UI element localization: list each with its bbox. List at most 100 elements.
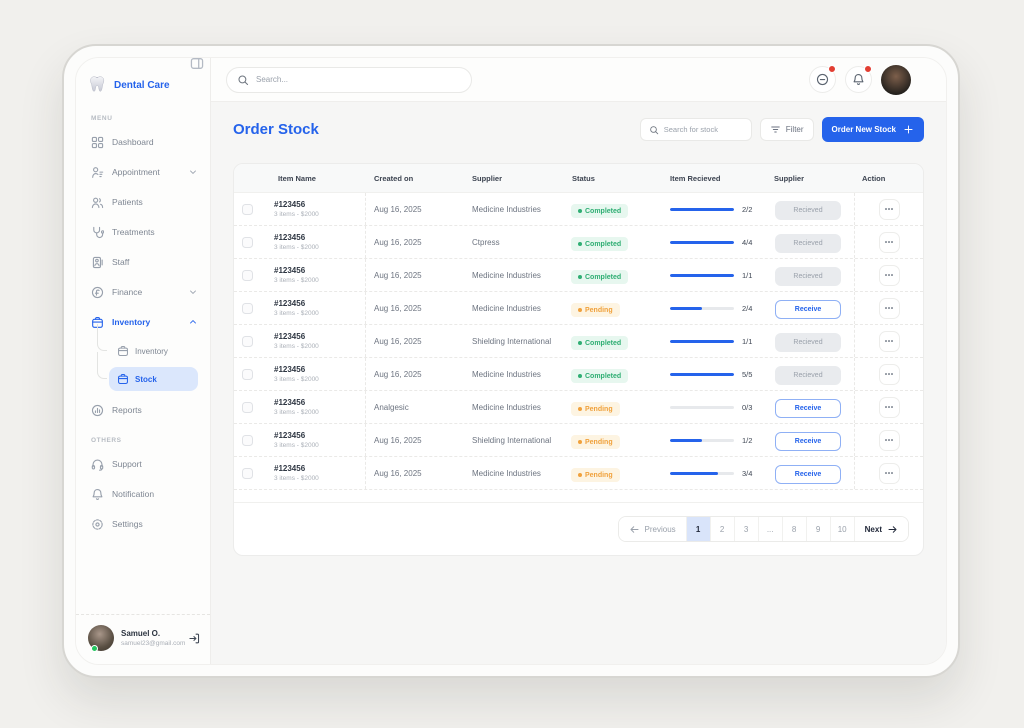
row-actions-button[interactable] — [878, 462, 900, 484]
sidebar-item-support[interactable]: Support — [76, 449, 210, 479]
profile-chevron-down-icon[interactable] — [920, 74, 931, 85]
table-row: #123456 3 items - $2000 Aug 16, 2025 Medici… — [234, 193, 923, 226]
pagination-page-9[interactable]: 9 — [805, 517, 830, 541]
pagination-page-2[interactable]: 2 — [709, 517, 734, 541]
receive-button[interactable]: Receive — [775, 299, 841, 319]
sidebar-user[interactable]: Samuel O. samuel23@gmail.com — [76, 614, 210, 664]
pagination-previous-button[interactable]: Previous — [618, 517, 686, 541]
sidebar-subitem-label: Inventory — [135, 346, 168, 356]
created-on: Aug 16, 2025 — [374, 237, 422, 247]
ellipsis-icon — [885, 340, 887, 342]
search-icon — [649, 125, 659, 135]
row-checkbox[interactable] — [242, 335, 253, 347]
row-checkbox[interactable] — [242, 434, 253, 446]
notifications-button[interactable] — [845, 65, 872, 93]
table-row: #123456 3 items - $2000 Aug 16, 2025 Medici… — [234, 292, 923, 325]
column-header-item-name: Item Name — [278, 173, 316, 183]
row-actions-button[interactable] — [878, 363, 900, 385]
sidebar-item-label: Inventory — [112, 317, 151, 327]
row-actions-button[interactable] — [878, 429, 900, 451]
row-checkbox[interactable] — [242, 302, 253, 314]
ellipsis-icon — [891, 373, 893, 375]
sidebar-item-appointment[interactable]: Appointment — [76, 157, 210, 187]
order-table-card: Item Name Created on Supplier Status Item Re… — [233, 163, 924, 556]
messages-button[interactable] — [809, 65, 836, 93]
sidebar-item-treatments[interactable]: Treatments — [76, 217, 210, 247]
filter-label: Filter — [785, 125, 804, 134]
receive-button[interactable]: Recieved — [775, 332, 841, 352]
filter-button[interactable]: Filter — [759, 118, 814, 141]
supplier: Shielding International — [472, 435, 552, 445]
stock-search[interactable] — [639, 118, 752, 141]
sidebar: Dental Care MENU Dashboard Appointment Pat… — [76, 58, 211, 664]
item-details: 3 items - $2000 — [274, 310, 319, 317]
receive-button[interactable]: Receive — [775, 431, 841, 451]
global-search-input[interactable] — [256, 75, 461, 84]
order-new-stock-button[interactable]: Order New Stock — [821, 117, 924, 142]
sidebar-item-staff[interactable]: Staff — [76, 247, 210, 277]
row-checkbox[interactable] — [242, 368, 253, 380]
sidebar-item-settings[interactable]: Settings — [76, 509, 210, 539]
sidebar-item-patients[interactable]: Patients — [76, 187, 210, 217]
progress-fill — [670, 471, 718, 475]
header-actions: Filter Order New Stock — [639, 117, 924, 142]
receive-button[interactable]: Recieved — [775, 266, 841, 286]
progress-bar — [670, 306, 734, 310]
pagination-page-3[interactable]: 3 — [733, 517, 758, 541]
supplier: Medicine Industries — [472, 270, 541, 280]
sidebar-item-notification[interactable]: Notification — [76, 479, 210, 509]
row-checkbox[interactable] — [242, 401, 253, 413]
sidebar-collapse-button[interactable] — [189, 58, 205, 71]
sidebar-item-label: Appointment — [112, 167, 160, 177]
status-dot-icon — [578, 473, 582, 477]
settings-icon — [91, 518, 104, 531]
profile-avatar[interactable] — [881, 64, 911, 95]
pagination-page-1[interactable]: 1 — [685, 517, 710, 541]
user-email: samuel23@gmail.com — [121, 640, 186, 647]
receive-button[interactable]: Receive — [775, 464, 841, 484]
row-checkbox[interactable] — [242, 203, 253, 215]
received-count: 2/4 — [742, 303, 753, 313]
progress-bar — [670, 405, 734, 409]
receive-button[interactable]: Recieved — [775, 365, 841, 385]
sidebar-item-reports[interactable]: Reports — [76, 395, 210, 425]
pagination-page-10[interactable]: 10 — [829, 517, 854, 541]
sidebar-item-finance[interactable]: Finance — [76, 277, 210, 307]
supplier: Shielding International — [472, 336, 552, 346]
row-actions-button[interactable] — [878, 396, 900, 418]
row-actions-button[interactable] — [878, 231, 900, 253]
pagination-next-button[interactable]: Next — [853, 517, 908, 541]
column-header-supplier: Supplier — [472, 173, 503, 183]
messages-badge — [828, 65, 836, 73]
progress-fill — [670, 372, 734, 376]
receive-button[interactable]: Receive — [775, 398, 841, 418]
brand: Dental Care — [76, 58, 210, 103]
finance-icon — [91, 286, 104, 299]
receive-button[interactable]: Recieved — [775, 200, 841, 220]
stock-search-input[interactable] — [663, 125, 743, 134]
row-actions-button[interactable] — [878, 264, 900, 286]
sidebar-subitem-inventory[interactable]: Inventory — [97, 324, 198, 365]
main-area: Order Stock Filter Order New — [211, 58, 946, 664]
sidebar-item-dashboard[interactable]: Dashboard — [76, 127, 210, 157]
row-checkbox[interactable] — [242, 269, 253, 281]
logout-icon[interactable] — [188, 632, 200, 645]
received-count: 1/2 — [742, 435, 753, 445]
pagination-page-8[interactable]: 8 — [781, 517, 806, 541]
global-search[interactable] — [226, 66, 472, 93]
receive-button[interactable]: Recieved — [775, 233, 841, 253]
row-actions-button[interactable] — [878, 330, 900, 352]
status-badge: Completed — [571, 204, 629, 218]
table-header-row: Item Name Created on Supplier Status Item Re… — [234, 164, 923, 193]
row-checkbox[interactable] — [242, 467, 253, 479]
sidebar-subitem-stock[interactable]: Stock — [97, 352, 198, 393]
item-name: #123456 — [274, 398, 306, 407]
received-count: 1/1 — [742, 336, 753, 346]
row-actions-button[interactable] — [878, 297, 900, 319]
ellipsis-icon — [885, 439, 887, 441]
row-actions-button[interactable] — [878, 198, 900, 220]
progress-bar — [670, 207, 734, 211]
filter-icon — [770, 124, 781, 135]
row-checkbox[interactable] — [242, 236, 253, 248]
sidebar-others: Support Notification Settings — [76, 449, 210, 539]
